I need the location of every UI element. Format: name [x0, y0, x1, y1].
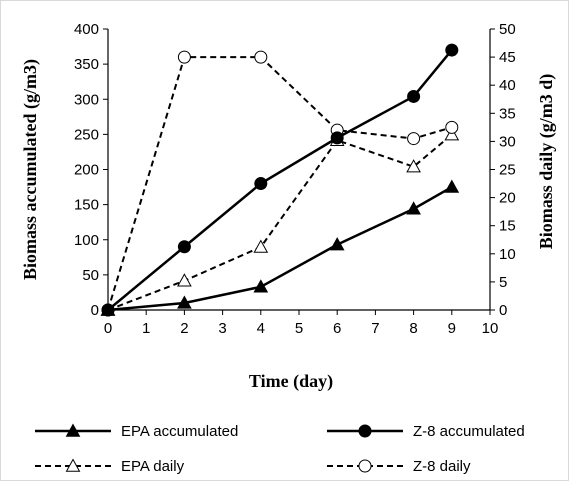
series-line-z-8-accumulated [107, 49, 453, 311]
y-left-tick-label: 400 [74, 21, 99, 38]
series-line-z-8-daily [107, 56, 453, 311]
y-left-tick-label: 0 [91, 302, 99, 319]
y-right-tick-label: 50 [499, 21, 516, 38]
y-left-tick-label: 250 [74, 126, 99, 143]
y-right-tick-label: 30 [499, 133, 516, 150]
data-point-epa-accumulated [329, 237, 345, 251]
x-tick-label: 2 [180, 320, 188, 337]
legend-item-epa-accumulated: EPA accumulated [35, 423, 238, 440]
x-tick-label: 5 [295, 320, 303, 337]
legend-label: Z-8 daily [413, 458, 471, 475]
x-tick-label: 10 [482, 320, 499, 337]
x-tick-label: 9 [448, 320, 456, 337]
x-tick-label: 8 [409, 320, 417, 337]
y-right-tick-label: 10 [499, 246, 516, 263]
data-point-z-8-accumulated [330, 131, 344, 145]
legend-marker [358, 459, 372, 473]
x-tick-label: 3 [218, 320, 226, 337]
data-point-z-8-accumulated [101, 303, 115, 317]
data-point-epa-daily [177, 273, 192, 287]
y-right-tick-label: 45 [499, 49, 516, 66]
data-point-epa-daily [444, 127, 460, 141]
legend-label: EPA accumulated [121, 423, 238, 440]
y-left-tick-label: 350 [74, 56, 99, 73]
series-z-8-accumulated [101, 43, 459, 317]
y-right-tick-label: 40 [499, 77, 516, 94]
y-axis-right-title: Biomass daily (g/m3 d) [536, 74, 557, 250]
data-point-z-8-daily [445, 120, 459, 134]
x-tick-label: 6 [333, 320, 341, 337]
data-point-epa-accumulated [444, 179, 460, 193]
legend-marker [65, 423, 81, 437]
y-right-tick-label: 0 [499, 302, 507, 319]
x-tick-label: 7 [371, 320, 379, 337]
series-line-epa-accumulated [107, 185, 453, 312]
y-right-tick-label: 35 [499, 105, 516, 122]
y-left-tick-label: 200 [74, 162, 99, 179]
data-point-epa-accumulated [406, 201, 421, 215]
data-point-epa-daily [406, 159, 421, 173]
data-point-z-8-accumulated [445, 43, 459, 57]
data-point-z-8-daily [177, 50, 191, 64]
legend-label: EPA daily [121, 458, 185, 475]
axes: 0 1 2 3 4 5 6 7 8 9 100501001502002503003504000510… [74, 21, 516, 337]
legend-marker [65, 458, 81, 472]
x-tick-label: 1 [142, 320, 150, 337]
data-point-z-8-daily [254, 50, 268, 64]
data-point-epa-accumulated [253, 279, 269, 293]
y-left-tick-label: 150 [74, 197, 99, 214]
y-right-tick-label: 20 [499, 190, 516, 207]
data-point-epa-accumulated [177, 295, 192, 309]
y-left-tick-label: 100 [74, 232, 99, 249]
data-point-z-8-accumulated [407, 89, 421, 103]
legend-item-z-8-daily: Z-8 daily [327, 458, 471, 475]
series-epa-accumulated [100, 179, 460, 316]
legend-marker [358, 424, 372, 438]
legend-item-epa-daily: EPA daily [35, 458, 185, 475]
data-point-z-8-daily [407, 132, 421, 146]
legend-item-z-8-accumulated: Z-8 accumulated [327, 423, 525, 440]
series-layer [100, 43, 460, 317]
y-right-tick-label: 25 [499, 162, 516, 179]
y-right-tick-label: 15 [499, 218, 516, 235]
legend: EPA accumulated Z-8 accumulated EPA daily Z… [35, 423, 525, 475]
x-tick-label: 4 [257, 320, 265, 337]
data-point-z-8-accumulated [254, 177, 268, 191]
y-right-tick-label: 5 [499, 274, 507, 291]
legend-label: Z-8 accumulated [413, 423, 525, 440]
y-left-tick-label: 50 [82, 267, 99, 284]
series-line-epa-daily [107, 133, 453, 311]
y-axis-left-title: Biomass accumulated (g/m3) [20, 59, 41, 280]
y-left-tick-label: 300 [74, 91, 99, 108]
x-tick-label: 0 [104, 320, 112, 337]
data-point-epa-daily [253, 239, 269, 253]
x-axis-title: Time (day) [249, 371, 333, 392]
data-point-z-8-accumulated [177, 240, 191, 254]
